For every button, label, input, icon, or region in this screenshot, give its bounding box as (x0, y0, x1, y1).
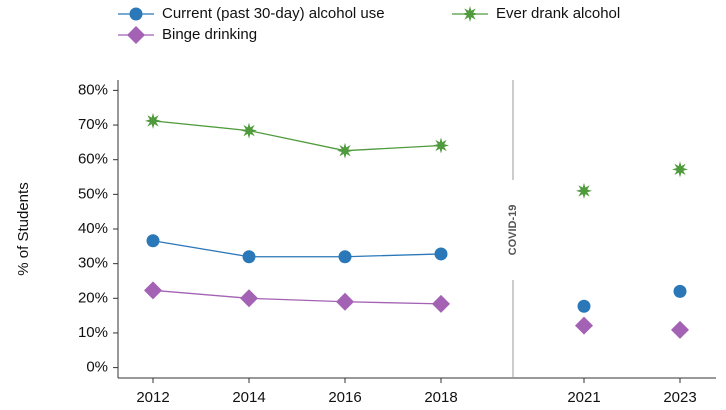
marker (242, 250, 256, 264)
x-tick-label: 2023 (663, 389, 696, 406)
marker (338, 250, 352, 264)
marker (337, 142, 353, 159)
x-tick-label: 2012 (136, 389, 169, 406)
marker (240, 289, 258, 308)
annotation-box (501, 180, 525, 280)
marker (145, 112, 161, 129)
legend-marker (129, 7, 143, 21)
series-line (152, 289, 442, 305)
y-tick-label: 70% (78, 116, 108, 133)
marker (434, 247, 448, 261)
y-tick-label: 40% (78, 220, 108, 237)
y-tick-label: 20% (78, 289, 108, 306)
series-line (152, 240, 442, 258)
marker (577, 299, 591, 313)
legend-marker (127, 26, 145, 44)
marker (241, 122, 257, 139)
marker (336, 292, 354, 311)
marker (432, 294, 450, 313)
y-tick-label: 30% (78, 255, 108, 272)
x-tick-label: 2014 (232, 389, 265, 406)
marker (433, 137, 449, 154)
marker (672, 161, 688, 178)
marker (673, 284, 687, 298)
marker (575, 316, 593, 335)
legend-label: Binge drinking (162, 26, 257, 43)
marker (146, 234, 160, 248)
annotation: COVID-19 (507, 205, 519, 256)
legend-marker (462, 6, 478, 22)
marker (144, 281, 162, 300)
series-line (152, 120, 442, 152)
legend-label: Ever drank alcohol (496, 5, 620, 22)
y-tick-label: 60% (78, 151, 108, 168)
x-tick-label: 2016 (328, 389, 361, 406)
y-tick-label: 0% (86, 359, 108, 376)
y-tick-label: 80% (78, 81, 108, 98)
x-tick-label: 2021 (567, 389, 600, 406)
marker (671, 320, 689, 339)
y-axis-label: % of Students (15, 182, 32, 275)
x-tick-label: 2018 (424, 389, 457, 406)
y-tick-label: 10% (78, 324, 108, 341)
y-tick-label: 50% (78, 185, 108, 202)
marker (576, 182, 592, 199)
legend-label: Current (past 30-day) alcohol use (162, 5, 385, 22)
